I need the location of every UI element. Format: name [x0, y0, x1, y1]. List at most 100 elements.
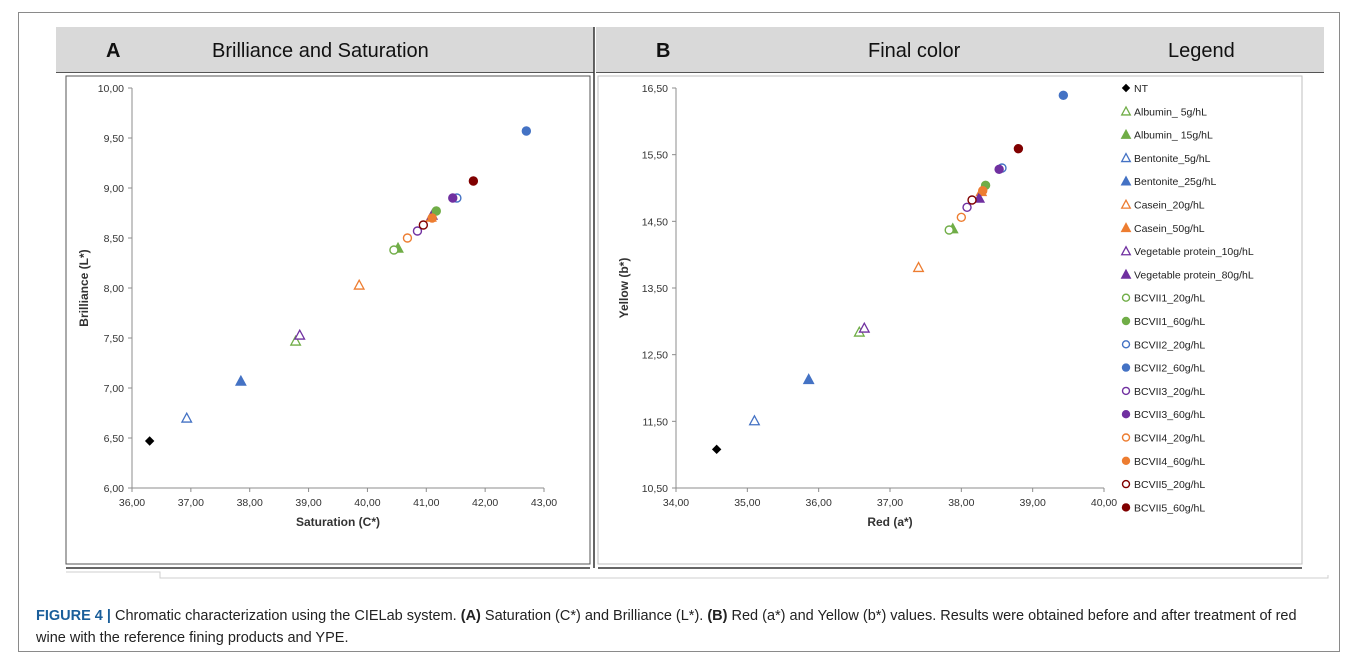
panel-a-y-tick-label: 8,00 [104, 283, 125, 295]
figure-svg: 36,00 37,00 38,00 39,00 40,00 41,00 42,00 43,00… [65, 27, 1329, 579]
legend-marker-casein-50g-hl [1120, 222, 1132, 233]
legend-marker-vegetable-protein-10g-hl [1120, 245, 1132, 256]
legend-label-nt: NT [1134, 83, 1149, 95]
legend-label-bentonite-5g-hl: Bentonite_5g/hL [1134, 153, 1211, 165]
panel-b-point-bcvii5-60g-hl [1013, 143, 1024, 154]
legend-label-vegetable-protein-80g-hl: Vegetable protein_80g/hL [1134, 269, 1254, 281]
panel-b-y-axis-label: Yellow (b*) [617, 258, 631, 319]
panel-a-y-tick-label: 7,50 [104, 333, 125, 345]
panel-b-y-tick-label: 14,50 [642, 216, 668, 228]
legend: NT Albumin_ 5g/hL Albumin_ 15g/hL Bentonite… [1120, 83, 1254, 514]
caption-label: FIGURE 4 | [36, 608, 111, 624]
legend-label-bcvii1-20g-hl: BCVII1_20g/hL [1134, 293, 1205, 305]
legend-marker-bcvii4-20g-hl [1121, 433, 1131, 442]
panel-b-y-tick-label: 15,50 [642, 150, 668, 162]
panel-a-point-bcvii1-20g-hl [389, 245, 399, 255]
panel-a-point-albumin-5g-hl [289, 334, 302, 346]
panel-b-x-tick-label: 38,00 [948, 497, 974, 509]
panel-a-y-tick-label: 9,00 [104, 183, 125, 195]
panel-b-letter: B [656, 40, 671, 62]
legend-marker-bcvii4-60g-hl [1121, 456, 1131, 465]
panel-b-y-tick-label: 16,50 [642, 83, 668, 95]
panel-a-title: Brilliance and Saturation [212, 40, 429, 62]
panel-a-y-tick-label: 8,50 [104, 233, 125, 245]
panel-b-y-tick-label: 12,50 [642, 350, 668, 362]
legend-marker-bentonite-25g-hl [1120, 175, 1132, 186]
panel-a-point-casein-20g-hl [353, 278, 366, 290]
legend-marker-bcvii5-60g-hl [1121, 503, 1131, 512]
panel-a-y-tick-label: 10,00 [98, 83, 124, 95]
panel-a-point-bentonite-5g-hl [180, 411, 193, 423]
panel-b-point-bcvii4-60g-hl [978, 185, 988, 196]
legend-label-bcvii5-20g-hl: BCVII5_20g/hL [1134, 479, 1205, 491]
panel-b-point-bcvii1-20g-hl [944, 225, 954, 235]
panel-a-point-bcvii5-60g-hl [468, 176, 479, 186]
caption-text-2: Saturation (C*) and Brilliance (L*). [480, 608, 708, 624]
legend-marker-bentonite-5g-hl [1120, 152, 1132, 163]
panel-a-point-nt [144, 436, 155, 446]
legend-label-bcvii5-60g-hl: BCVII5_60g/hL [1134, 502, 1205, 514]
panel-a-point-bcvii3-20g-hl [412, 226, 423, 236]
panel-a-letter: A [106, 40, 121, 62]
panel-b-point-bcvii3-60g-hl [994, 164, 1004, 175]
panel-a-y-tick-label: 9,50 [104, 133, 125, 145]
legend-marker-bcvii3-60g-hl [1121, 410, 1131, 419]
panel-b-x-tick-label: 39,00 [1020, 497, 1046, 509]
caption-text-1: Chromatic characterization using the CIE… [110, 608, 461, 624]
panel-b-point-vegetable-protein-80g-hl [973, 191, 986, 203]
legend-label-casein-20g-hl: Casein_20g/hL [1134, 200, 1205, 212]
caption-b-ref: (B) [707, 608, 728, 624]
panel-b-point-bentonite-5g-hl [748, 414, 761, 426]
panel-b-x-tick-label: 35,00 [734, 497, 760, 509]
panel-a-y-tick-label: 7,00 [104, 383, 125, 395]
panel-b-y-tick-label: 10,50 [642, 483, 668, 495]
figure-caption: FIGURE 4 | Chromatic characterization us… [36, 605, 1326, 649]
caption-text-3: Red (a*) and Yellow (b*) values. Results… [36, 608, 1297, 646]
panel-b-point-bcvii3-20g-hl [962, 202, 972, 213]
legend-label-bcvii3-20g-hl: BCVII3_20g/hL [1134, 386, 1205, 398]
panel-b-point-vegetable-protein-10g-hl [858, 321, 871, 333]
legend-label-albumin-5g-hl: Albumin_ 5g/hL [1134, 106, 1207, 118]
panel-b-x-axis-label: Red (a*) [867, 515, 912, 529]
panel-b-point-bentonite-25g-hl [802, 373, 815, 385]
legend-label-bentonite-25g-hl: Bentonite_25g/hL [1134, 176, 1216, 188]
legend-marker-casein-20g-hl [1120, 198, 1132, 209]
panel-b-plot-box [597, 75, 1303, 565]
legend-marker-albumin-15g-hl [1120, 128, 1132, 139]
panel-a-x-tick-label: 37,00 [178, 497, 204, 509]
panel-a-point-bcvii4-20g-hl [402, 233, 413, 243]
panel-a-chart: 36,00 37,00 38,00 39,00 40,00 41,00 42,00 43,00… [77, 83, 557, 529]
frame-shadow-line [66, 571, 1329, 579]
panel-b-title: Final color [868, 40, 961, 62]
legend-label-bcvii4-20g-hl: BCVII4_20g/hL [1134, 433, 1205, 445]
panel-a-x-tick-label: 42,00 [472, 497, 498, 509]
legend-marker-bcvii2-60g-hl [1121, 363, 1131, 372]
panel-b-chart: 34,00 35,00 36,00 37,00 38,00 39,00 40,00 10,50… [617, 83, 1117, 529]
panel-a-point-bcvii1-60g-hl [431, 206, 441, 216]
figure-frame [18, 12, 1340, 652]
legend-marker-bcvii2-20g-hl [1121, 340, 1131, 349]
panel-a-plot-box [65, 75, 591, 565]
legend-marker-nt [1121, 83, 1131, 93]
panel-a-point-vegetable-protein-10g-hl [293, 328, 306, 340]
legend-label-bcvii3-60g-hl: BCVII3_60g/hL [1134, 409, 1205, 421]
panel-a-x-tick-label: 40,00 [354, 497, 380, 509]
panel-b-x-tick-label: 37,00 [877, 497, 903, 509]
panel-a-header: A Brilliance and Saturation [56, 27, 594, 73]
legend-label-vegetable-protein-10g-hl: Vegetable protein_10g/hL [1134, 246, 1254, 258]
panel-a-y-tick-label: 6,00 [104, 483, 125, 495]
panel-b-point-bcvii5-20g-hl [967, 195, 977, 205]
legend-label-bcvii2-60g-hl: BCVII2_60g/hL [1134, 363, 1205, 375]
panel-a-point-bcvii2-60g-hl [521, 126, 532, 136]
panel-b-point-casein-20g-hl [912, 261, 925, 273]
legend-marker-bcvii1-60g-hl [1121, 316, 1131, 326]
panel-a-x-tick-label: 43,00 [531, 497, 557, 509]
panel-b-point-bcvii4-20g-hl [956, 212, 967, 223]
legend-label-bcvii2-20g-hl: BCVII2_20g/hL [1134, 339, 1205, 351]
panel-a-x-tick-label: 36,00 [119, 497, 145, 509]
legend-title: Legend [1168, 40, 1235, 62]
panel-a-point-bcvii4-60g-hl [427, 213, 437, 223]
legend-label-casein-50g-hl: Casein_50g/hL [1134, 223, 1205, 235]
panel-a-x-tick-label: 39,00 [295, 497, 321, 509]
legend-label-bcvii1-60g-hl: BCVII1_60g/hL [1134, 316, 1205, 328]
